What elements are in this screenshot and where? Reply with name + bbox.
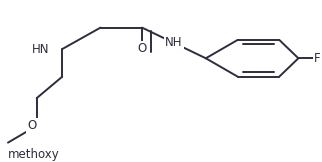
Text: O: O bbox=[27, 119, 37, 132]
Text: F: F bbox=[314, 52, 321, 65]
Text: methoxy: methoxy bbox=[8, 148, 60, 161]
Text: HN: HN bbox=[32, 43, 50, 56]
Text: O: O bbox=[137, 42, 147, 55]
Text: NH: NH bbox=[165, 36, 183, 49]
